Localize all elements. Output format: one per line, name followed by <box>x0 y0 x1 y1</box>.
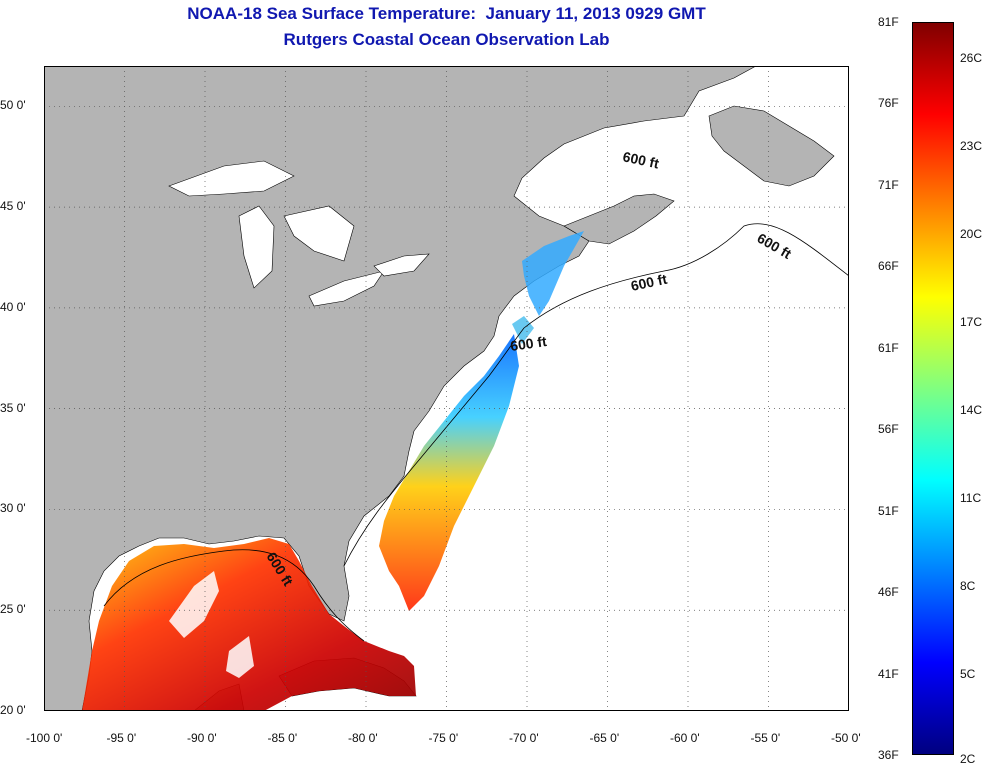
latitude-tick-label: 40 0' <box>0 299 26 314</box>
great-lakes <box>168 160 430 307</box>
longitude-tick-label: -50 0' <box>831 731 861 745</box>
longitude-tick-label: -95 0' <box>106 731 137 745</box>
map-border <box>44 66 849 711</box>
colorbar-f-label: 71F <box>878 177 899 192</box>
sst-atlantic-strip <box>379 334 519 611</box>
land-newfoundland <box>708 105 835 187</box>
colorbar-f-label: 76F <box>878 96 899 111</box>
sst-gulf-cloud-2 <box>226 636 254 678</box>
graticule <box>44 66 849 711</box>
longitude-tick-label: -65 0' <box>589 731 620 745</box>
sst-gulf-of-maine <box>522 231 584 316</box>
colorbar-c-label: 14C <box>960 402 983 417</box>
colorbar-f-label: 61F <box>878 340 899 355</box>
colorbar-c-label: 17C <box>960 314 983 329</box>
longitude-tick-label: -100 0' <box>26 731 63 745</box>
longitude-tick-label: -90 0' <box>187 731 217 745</box>
colorbar-c-label: 20C <box>960 226 983 241</box>
contour-label: 600 ft <box>621 148 660 171</box>
sst-map: 600 ft 600 ft 600 ft 600 ft 600 ft <box>44 66 849 711</box>
latitude-tick-label: 25 0' <box>0 602 26 617</box>
colorbar-c-label: 5C <box>960 666 976 681</box>
contour-label: 600 ft <box>629 271 668 294</box>
sst-gulf-of-mexico <box>82 538 416 711</box>
colorbar-c-label: 8C <box>960 578 976 593</box>
longitude-tick-label: -80 0' <box>348 731 378 745</box>
colorbar-c-label: 23C <box>960 138 983 153</box>
colorbar-f-label: 81F <box>878 15 899 29</box>
colorbar-f-label: 66F <box>878 259 899 274</box>
longitude-tick-label: -75 0' <box>428 731 459 745</box>
longitude-tick-label: -55 0' <box>750 731 781 745</box>
sst-gulf-cloud-1 <box>169 571 219 638</box>
colorbar-f-label: 56F <box>878 422 899 437</box>
land-north-america <box>44 66 757 711</box>
map-subtitle: Rutgers Coastal Ocean Observation Lab <box>283 30 610 49</box>
colorbar-c-label: 26C <box>960 50 983 65</box>
colorbar-f-label: 46F <box>878 585 899 600</box>
colorbar-c-label: 2C <box>960 752 976 766</box>
latitude-tick-label: 50 0' <box>0 98 26 113</box>
latitude-tick-label: 30 0' <box>0 501 26 516</box>
latitude-tick-label: 45 0' <box>0 199 26 214</box>
map-title: NOAA-18 Sea Surface Temperature: January… <box>187 4 706 23</box>
contour-label: 600 ft <box>509 333 548 354</box>
latitude-tick-label: 20 0' <box>0 703 26 717</box>
colorbar-c-label: 11C <box>960 490 982 505</box>
colorbar-f-label: 51F <box>878 503 899 518</box>
temperature-colorbar <box>912 22 954 755</box>
land-maritimes <box>563 193 675 245</box>
longitude-tick-label: -85 0' <box>267 731 298 745</box>
colorbar-f-label: 36F <box>878 748 899 762</box>
latitude-tick-label: 35 0' <box>0 400 26 415</box>
sst-georges-bank <box>512 316 534 344</box>
depth-contour-600ft <box>103 223 849 642</box>
longitude-tick-label: -60 0' <box>670 731 700 745</box>
colorbar-f-label: 41F <box>878 666 899 681</box>
longitude-tick-label: -70 0' <box>509 731 539 745</box>
